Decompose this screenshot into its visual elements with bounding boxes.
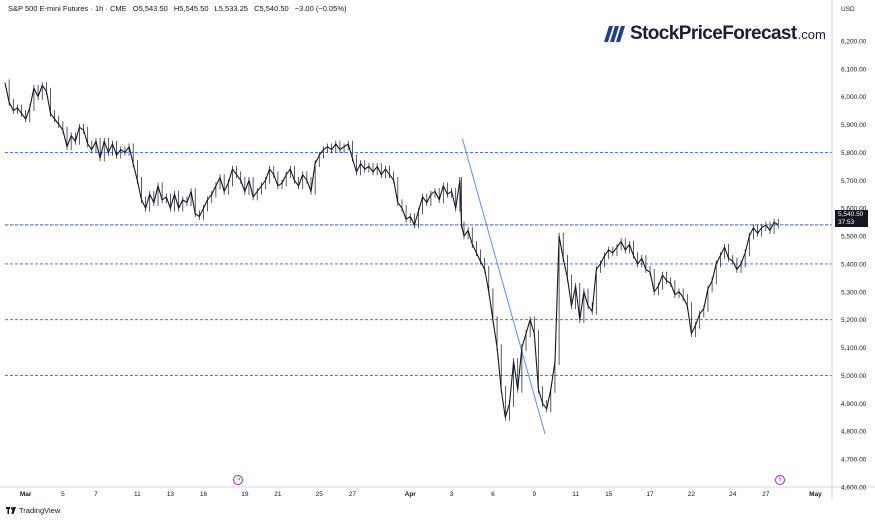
y-tick-label: 5,100.00 <box>841 345 867 352</box>
x-tick-label: 9 <box>532 491 536 498</box>
trendline-layer <box>461 138 546 435</box>
price-line <box>4 82 779 418</box>
x-axis: Mar 5 7 11 13 16 19 21 25 27 Apr 3 6 9 11 15 17 22 24 27 May <box>20 491 822 498</box>
last-price: 5,540.50 <box>838 211 864 218</box>
bar-countdown: 37:53 <box>838 219 855 226</box>
y-tick-label: 5,800.00 <box>841 150 867 157</box>
currency-label: USD <box>841 6 855 13</box>
x-tick-label: 11 <box>134 491 141 498</box>
low-value: L5,533.25 <box>214 4 248 13</box>
y-tick-label: 5,400.00 <box>841 261 867 268</box>
brand-text: TradingView <box>19 506 61 515</box>
trendline <box>461 138 546 435</box>
x-tick-label: 15 <box>605 491 613 498</box>
y-tick-label: 4,700.00 <box>841 457 867 464</box>
x-tick-label: 22 <box>688 491 696 498</box>
tradingview-brand: TradingView <box>6 506 60 515</box>
y-tick-label: 5,300.00 <box>841 289 867 296</box>
last-price-tag: 5,540.50 37:53 <box>835 210 868 227</box>
x-tick-label: Mar <box>20 491 32 498</box>
x-tick-label: 3 <box>450 491 454 498</box>
x-tick-label: 25 <box>316 491 324 498</box>
x-tick-label: 17 <box>646 491 654 498</box>
lightning-event-icon[interactable]: ϟ <box>775 475 785 485</box>
x-tick-label: 11 <box>572 491 579 498</box>
x-tick-label: 27 <box>349 491 357 498</box>
event-marker-icon[interactable]: ⇢ <box>233 475 243 485</box>
x-tick-label: 13 <box>167 491 175 498</box>
y-tick-label: 5,900.00 <box>841 122 867 129</box>
y-tick-label: 6,100.00 <box>841 66 867 73</box>
x-tick-label: 7 <box>94 491 98 498</box>
open-value: O5,543.50 <box>132 4 168 13</box>
change-value: −3.00 (−0.05%) <box>294 4 347 13</box>
x-tick-label: 6 <box>491 491 495 498</box>
x-tick-label: 27 <box>762 491 770 498</box>
y-tick-label: 6,000.00 <box>841 94 867 101</box>
x-tick-label: 5 <box>61 491 65 498</box>
y-tick-label: 5,500.00 <box>841 234 867 241</box>
stockpriceforecast-logo: StockPriceForecast .com <box>604 21 826 47</box>
x-tick-label: Apr <box>405 491 417 498</box>
logo-name: StockPriceForecast <box>630 23 797 44</box>
symbol-label: S&P 500 E-mini Futures · 1h · CME <box>8 4 127 13</box>
y-tick-label: 5,200.00 <box>841 317 867 324</box>
y-axis: USD 4,600.00 4,700.00 4,800.00 4,900.00 5,000… <box>0 0 875 500</box>
y-tick-label: 5,000.00 <box>841 373 867 380</box>
support-lines <box>5 151 832 376</box>
high-value: H5,545.50 <box>173 4 209 13</box>
y-tick-label: 5,700.00 <box>841 178 867 185</box>
y-tick-label: 5,600.00 <box>841 206 867 213</box>
x-tick-label: 19 <box>241 491 249 498</box>
close-value: C5,540.50 <box>254 4 289 13</box>
x-tick-label: May <box>809 491 822 498</box>
chart-header: S&P 500 E-mini Futures · 1h · CME O5,543… <box>8 4 350 13</box>
x-tick-label: 21 <box>274 491 282 498</box>
x-tick-label: 16 <box>200 491 208 498</box>
y-tick-label: 4,600.00 <box>841 485 867 492</box>
slash-bars-icon <box>604 26 625 42</box>
x-tick-label: 24 <box>729 491 737 498</box>
y-tick-label: 4,800.00 <box>841 429 867 436</box>
logo-domain: .com <box>797 26 826 42</box>
tradingview-logo-icon <box>6 507 16 514</box>
y-tick-label: 4,900.00 <box>841 401 867 408</box>
price-series-layer <box>4 79 779 421</box>
y-tick-label: 6,200.00 <box>841 38 867 45</box>
